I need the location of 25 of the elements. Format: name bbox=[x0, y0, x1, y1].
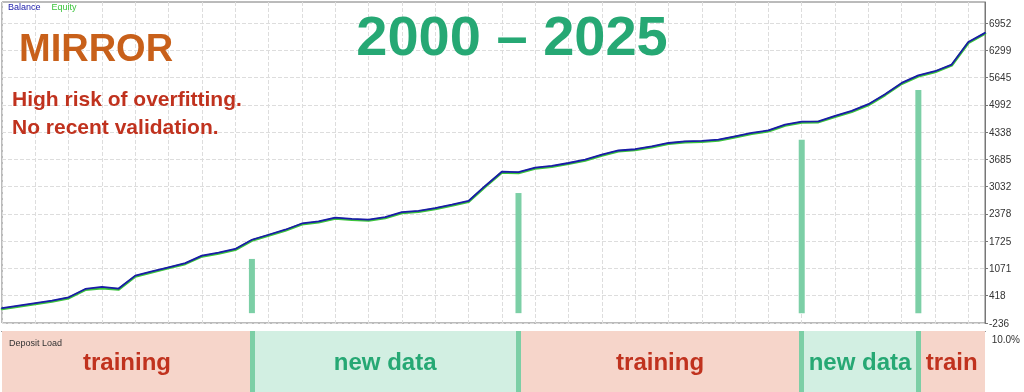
y-tick-label: 1725 bbox=[989, 235, 1012, 247]
annotation: No recent validation. bbox=[12, 115, 219, 138]
text: new data bbox=[333, 348, 438, 375]
y-tick-label: -236 bbox=[989, 317, 1010, 329]
text: train bbox=[925, 348, 978, 375]
text: new data bbox=[808, 348, 913, 375]
y-tick-label: 4338 bbox=[989, 126, 1012, 138]
text: Equity bbox=[51, 1, 78, 12]
text: training bbox=[616, 348, 705, 375]
text: MIRROR bbox=[19, 27, 174, 69]
text: training bbox=[82, 348, 171, 375]
y-tick-label: 4992 bbox=[989, 99, 1012, 111]
chart-title: 2000 – 2025 bbox=[356, 3, 668, 67]
y-tick-label: 6952 bbox=[989, 17, 1012, 29]
y-tick-label: 6299 bbox=[989, 44, 1012, 56]
text: 10.0% bbox=[991, 333, 1021, 345]
y-tick-label: 1071 bbox=[989, 262, 1012, 274]
y-tick-label: 3685 bbox=[989, 153, 1012, 165]
y-tick-label: 3032 bbox=[989, 181, 1012, 193]
text: Balance bbox=[8, 1, 41, 12]
y-tick-label: 5645 bbox=[989, 72, 1012, 84]
text: Deposit Load bbox=[9, 337, 63, 348]
annotation: High risk of overfitting. bbox=[12, 87, 242, 110]
y-tick-label: 2378 bbox=[989, 208, 1012, 220]
y-tick-label: 418 bbox=[989, 290, 1007, 302]
